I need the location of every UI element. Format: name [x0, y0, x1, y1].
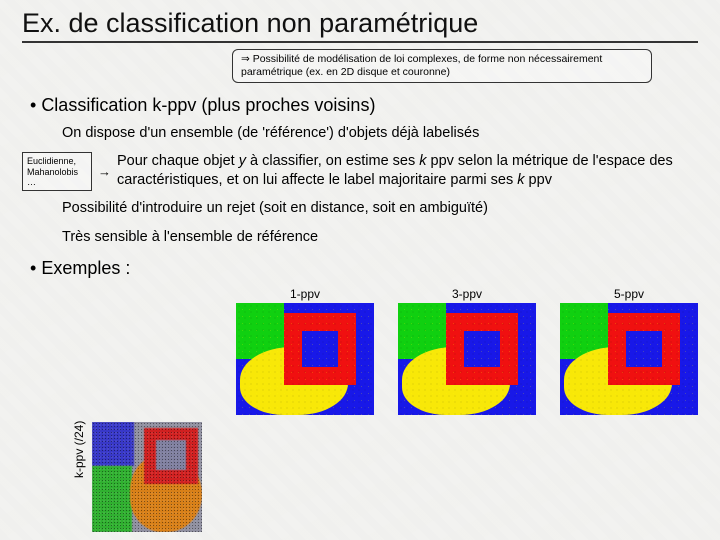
- section-heading-examples: Exemples :: [30, 258, 698, 279]
- callout-box: ⇒ Possibilité de modélisation de loi com…: [232, 49, 652, 83]
- section-heading-kppv: Classification k-ppv (plus proches voisi…: [30, 95, 698, 116]
- metric-callout-box: Euclidienne, Mahanolobis …: [22, 152, 92, 191]
- slide-title: Ex. de classification non paramétrique: [22, 8, 698, 43]
- example-label-2: 3-ppv: [398, 287, 536, 301]
- example-label-3: 5-ppv: [560, 287, 698, 301]
- body-line-3: Possibilité d'introduire un rejet (soit …: [62, 199, 688, 217]
- body-line-1: On dispose d'un ensemble (de 'référence'…: [62, 124, 688, 142]
- example-image-5ppv: [560, 303, 698, 415]
- example-image-1ppv: [236, 303, 374, 415]
- y-axis-label: k-ppv (/24): [72, 421, 86, 478]
- arrow-icon: →: [98, 164, 111, 179]
- examples-row: 1-ppv 3-ppv 5-ppv: [112, 287, 698, 415]
- body-line-2: Pour chaque objet y à classifier, on est…: [117, 152, 698, 188]
- original-noisy-image: [92, 422, 202, 532]
- example-image-3ppv: [398, 303, 536, 415]
- body-line-4: Très sensible à l'ensemble de référence: [62, 228, 688, 246]
- example-label-1: 1-ppv: [236, 287, 374, 301]
